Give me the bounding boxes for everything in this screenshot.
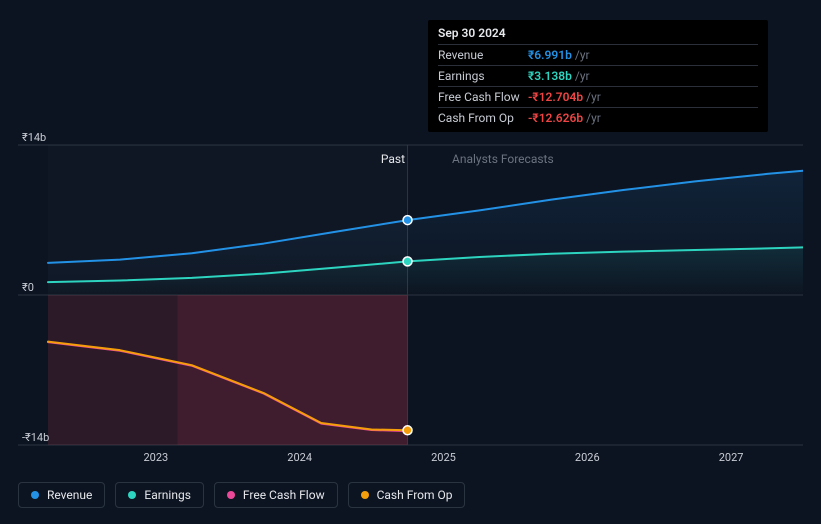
tooltip-row-value: -₹12.704b [528, 89, 583, 105]
y-axis-tick-label: -₹14b [22, 431, 49, 444]
legend-label: Earnings [144, 488, 191, 502]
legend-swatch [361, 491, 369, 499]
tooltip-row-unit: /yr [586, 89, 601, 105]
legend-item-free-cash-flow[interactable]: Free Cash Flow [214, 482, 338, 508]
tooltip-row: Free Cash Flow-₹12.704b/yr [438, 86, 758, 107]
legend-swatch [227, 491, 235, 499]
x-axis-tick-label: 2025 [431, 451, 456, 464]
y-axis-tick-label: ₹14b [22, 131, 46, 144]
legend-item-revenue[interactable]: Revenue [18, 482, 105, 508]
series-marker-earnings [403, 257, 412, 266]
tooltip-row-unit: /yr [575, 68, 590, 84]
legend-swatch [31, 491, 39, 499]
tooltip-row-unit: /yr [586, 110, 601, 126]
legend-swatch [128, 491, 136, 499]
legend-label: Revenue [47, 488, 92, 502]
x-axis-tick-label: 2024 [287, 451, 312, 464]
tooltip-title: Sep 30 2024 [438, 26, 758, 44]
tooltip-row-label: Earnings [438, 68, 528, 84]
tooltip-row-label: Revenue [438, 47, 528, 63]
tooltip-row-value: ₹3.138b [528, 68, 572, 84]
series-marker-revenue [403, 216, 412, 225]
series-marker-cfo [403, 426, 412, 435]
y-axis-tick-label: ₹0 [22, 281, 34, 294]
chart-tooltip: Sep 30 2024 Revenue₹6.991b/yrEarnings₹3.… [428, 20, 768, 132]
tooltip-row-value: ₹6.991b [528, 47, 572, 63]
tooltip-row: Cash From Op-₹12.626b/yr [438, 107, 758, 128]
tooltip-row-label: Cash From Op [438, 110, 528, 126]
x-axis-tick-label: 2026 [575, 451, 600, 464]
tooltip-row-unit: /yr [575, 47, 590, 63]
tooltip-row-value: -₹12.626b [528, 110, 583, 126]
chart-legend: Revenue Earnings Free Cash Flow Cash From O… [18, 482, 465, 508]
forecast-section-label: Analysts Forecasts [452, 152, 554, 166]
past-section-label: Past [381, 152, 405, 166]
legend-item-earnings[interactable]: Earnings [115, 482, 204, 508]
legend-label: Cash From Op [377, 488, 453, 502]
tooltip-row: Earnings₹3.138b/yr [438, 65, 758, 86]
tooltip-row-label: Free Cash Flow [438, 89, 528, 105]
legend-label: Free Cash Flow [243, 488, 325, 502]
legend-item-cash-from-op[interactable]: Cash From Op [348, 482, 466, 508]
tooltip-row: Revenue₹6.991b/yr [438, 44, 758, 65]
x-axis-tick-label: 2023 [143, 451, 168, 464]
x-axis-tick-label: 2027 [719, 451, 744, 464]
